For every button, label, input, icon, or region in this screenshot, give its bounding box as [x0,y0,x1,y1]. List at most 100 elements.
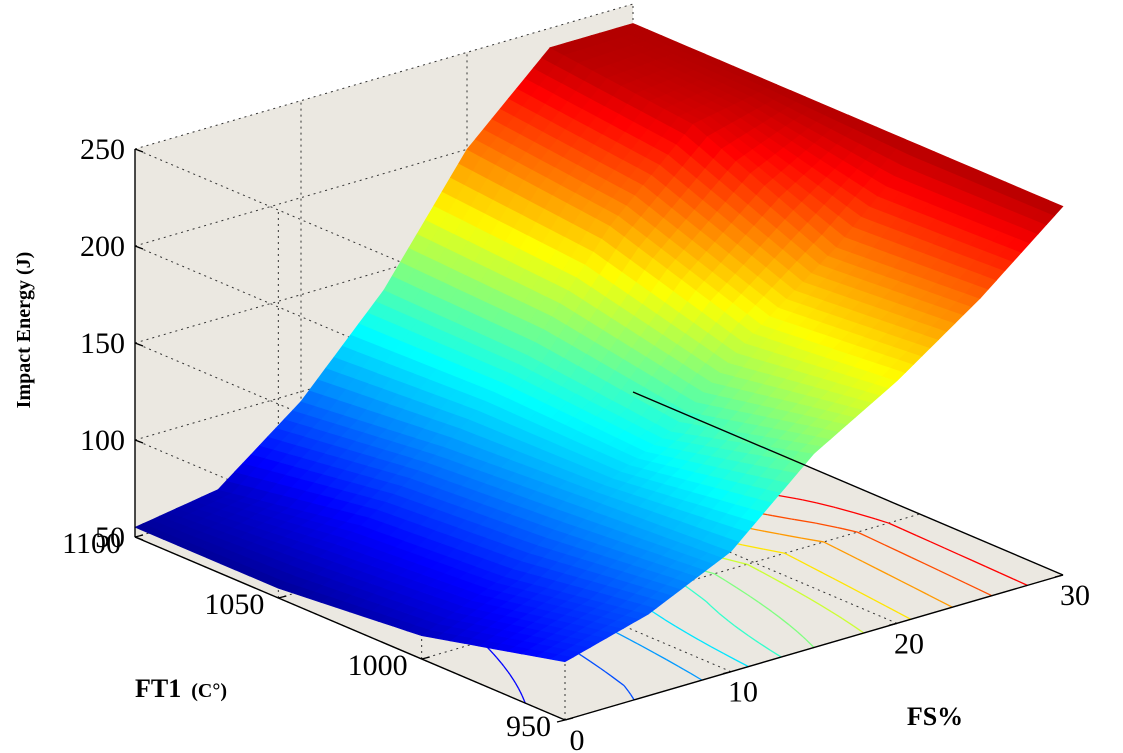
contour-line [999,572,1014,580]
contour-line [710,605,719,614]
contour-line [802,499,817,504]
x-tick-mark [1054,574,1064,578]
contour-line [943,547,959,555]
contour-line [652,611,665,620]
contour-line [860,592,874,601]
contour-line [788,624,798,633]
contour-line [767,514,773,517]
contour-line [783,583,797,592]
contour-line [581,655,591,662]
contour-line [629,638,638,645]
contour-line [802,636,807,641]
contour-line [898,612,912,620]
contour-line [789,535,802,539]
contour-line [835,506,855,514]
contour-line [916,534,931,543]
contour-line [796,631,804,638]
z-tick-label: 200 [80,230,125,263]
z-tick-mark [134,439,144,444]
contour-line [513,680,517,684]
contour-line [733,624,739,629]
contour-line [630,694,635,701]
contour-line [637,643,643,647]
contour-line [823,541,837,550]
contour-line [521,695,526,702]
contour-line [600,667,606,673]
contour-line [500,662,505,667]
contour-line [746,563,760,572]
y-tick-label: 1050 [204,588,264,621]
contour-line [887,573,902,582]
contour-line [737,627,749,637]
y-axis-label-unit: (C°) [191,680,227,702]
contour-line [488,649,494,655]
contour-line [627,690,632,695]
contour-line [579,653,583,657]
contour-line [911,556,926,565]
contour-line [862,560,876,569]
contour-line [809,565,824,574]
contour-line [738,543,743,546]
contour-line [749,596,759,603]
contour-line [853,511,872,519]
contour-line [816,502,834,508]
y-axis-line [134,536,566,721]
contour-line [778,494,797,500]
contour-line [701,597,707,603]
contour-line [616,632,630,641]
contour-line [604,671,612,677]
contour-line [779,533,790,537]
contour-line [757,601,770,610]
contour-line [875,518,889,524]
contour-line [507,671,511,675]
contour-line [698,639,701,642]
contour-line [496,657,502,664]
contour-line [852,625,865,634]
contour-line [964,582,979,590]
contour-line [666,659,679,667]
contour-line [871,517,876,520]
contour-line [951,575,966,584]
contour-line [819,604,832,613]
contour-line [930,541,945,549]
contour-line [517,687,521,693]
x-tick-label: 20 [894,627,924,660]
floor-right-edge [632,391,1064,576]
contour-line [759,570,773,579]
contour-line [938,569,953,578]
x-tick-label: 30 [1060,579,1090,612]
contour-line [706,601,712,607]
contour-line [723,652,737,661]
contour-line [900,580,915,589]
contour-line [764,530,780,535]
contour-line [771,576,785,585]
y-tick-label: 950 [506,710,551,743]
contour-line [735,659,749,668]
contour-line [758,529,765,532]
contour-line [842,618,854,627]
y-tick-label: 1000 [348,649,408,682]
contour-line [722,578,727,582]
contour-line [902,528,917,537]
contour-line [875,567,889,576]
contour-line [830,611,840,618]
z-tick-label: 250 [80,133,125,166]
contour-line [678,665,685,670]
contour-line [686,632,700,641]
z-axis-label: Impact Energy (J) [13,252,35,409]
contour-line [503,665,509,673]
contour-line [857,531,872,540]
x-tick-mark [888,622,898,627]
contour-line [641,645,655,654]
y-tick-mark [278,595,287,599]
contour-line [675,625,688,634]
contour-line [807,597,821,606]
y-tick-label: 1100 [62,527,121,560]
contour-line [796,590,807,597]
contour-line [687,587,693,592]
contour-line [654,652,667,661]
contour-line [768,608,773,613]
z-tick-mark [134,536,144,541]
contour-line [801,537,814,541]
